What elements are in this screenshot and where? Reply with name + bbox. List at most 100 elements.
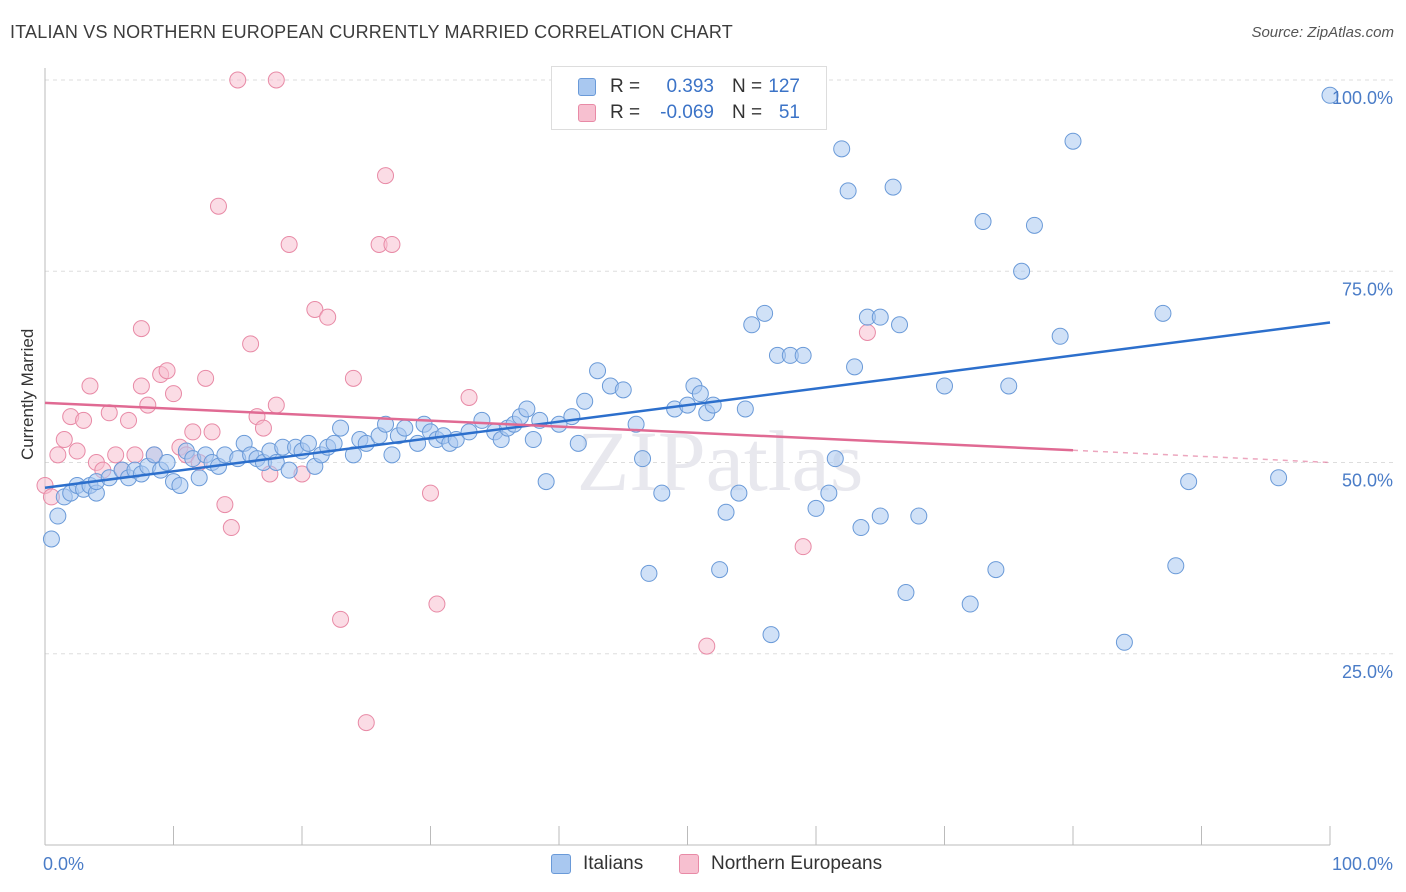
r-label: R = xyxy=(610,76,641,97)
legend-row-italians: R = 0.393 N = 127 xyxy=(552,75,826,101)
italians-point xyxy=(1167,557,1185,575)
northern-europeans-point xyxy=(55,431,73,449)
italians-point xyxy=(563,408,581,426)
italians-point xyxy=(1013,262,1031,280)
italians-point xyxy=(640,564,658,582)
northern-europeans-point xyxy=(209,197,227,215)
northern-europeans-point xyxy=(120,411,138,429)
italians-point xyxy=(839,182,857,200)
northern-europeans-point xyxy=(107,446,125,464)
italians-swatch xyxy=(578,78,596,96)
northern-label: Northern Europeans xyxy=(711,853,883,874)
italians-point xyxy=(383,446,401,464)
italians-point xyxy=(42,530,60,548)
n-label: N = xyxy=(732,76,763,97)
italians-point xyxy=(762,626,780,644)
italians-point xyxy=(377,415,395,433)
italians-point xyxy=(1154,304,1172,322)
italians-point xyxy=(145,446,163,464)
x-tick-label: 0.0% xyxy=(43,854,84,874)
italians-point xyxy=(190,469,208,487)
correlation-legend: R = 0.393 N = 127 R = -0.069 N = 51 xyxy=(551,66,827,130)
northern-europeans-point xyxy=(75,411,93,429)
italians-point xyxy=(743,316,761,334)
italians-point xyxy=(576,392,594,410)
northern-europeans-point xyxy=(132,377,150,395)
northern-swatch xyxy=(578,104,596,122)
italians-point xyxy=(910,507,928,525)
northern-europeans-point xyxy=(357,714,375,732)
italians-point xyxy=(396,419,414,437)
italians-point xyxy=(730,484,748,502)
northern-europeans-point xyxy=(383,235,401,253)
italians-point xyxy=(936,377,953,395)
northern-europeans-point xyxy=(698,637,716,655)
tick-labels: 25.0% 50.0% 75.0% 100.0% 0.0% 100.0% xyxy=(43,88,1393,874)
italians-point xyxy=(299,434,317,452)
n-value: 127 xyxy=(768,76,800,97)
italians-point xyxy=(332,419,350,437)
y-tick-label: 75.0% xyxy=(1342,279,1393,299)
n-value: 51 xyxy=(778,102,800,123)
italians-point xyxy=(627,415,645,433)
italians-point xyxy=(49,507,67,525)
italians-point xyxy=(1180,473,1198,491)
r-value: -0.069 xyxy=(660,102,714,123)
italians-point xyxy=(518,400,536,418)
y-tick-label: 100.0% xyxy=(1332,88,1393,108)
northern-europeans-point xyxy=(280,235,298,253)
italians-point xyxy=(736,400,754,418)
italians-point xyxy=(961,595,979,613)
italians-point xyxy=(846,358,864,376)
italians-point xyxy=(871,507,889,525)
northern-europeans-point xyxy=(229,71,247,89)
axes xyxy=(44,68,1331,846)
italians-point xyxy=(852,519,870,537)
northern-europeans-point xyxy=(49,446,67,464)
source-label: Source: ZipAtlas.com xyxy=(1251,24,1394,41)
northern-swatch xyxy=(679,854,699,874)
northern-europeans-point xyxy=(267,396,285,414)
northern-europeans-point xyxy=(197,369,215,387)
northern-europeans-point xyxy=(165,385,182,403)
northern-europeans-point xyxy=(858,323,876,341)
northern-europeans-point xyxy=(794,538,812,556)
italians-point xyxy=(614,381,632,399)
italians-point xyxy=(524,431,542,449)
italians-point xyxy=(1321,86,1339,104)
chart-title: ITALIAN VS NORTHERN EUROPEAN CURRENTLY M… xyxy=(10,22,733,42)
northern-europeans-point xyxy=(203,423,221,441)
italians-point xyxy=(691,385,709,403)
northern-europeans-point xyxy=(267,71,285,89)
northern-europeans-point xyxy=(81,377,99,395)
legend-row-northern: R = -0.069 N = 51 xyxy=(552,101,826,127)
northern-europeans-point xyxy=(222,519,240,537)
northern-europeans-point xyxy=(68,442,86,460)
italians-point xyxy=(158,454,176,471)
northern-europeans-point xyxy=(344,369,362,387)
northern-europeans-points xyxy=(36,71,876,732)
italians-point xyxy=(1051,327,1069,345)
northern-europeans-point xyxy=(216,496,234,514)
italians-point xyxy=(569,434,587,452)
italians-label: Italians xyxy=(583,853,644,874)
italians-point xyxy=(756,304,774,322)
northern-europeans-point xyxy=(254,419,272,437)
n-label: N = xyxy=(732,102,763,123)
italians-point xyxy=(473,411,491,429)
series-legend: Italians Northern Europeans xyxy=(0,852,1406,878)
northern-europeans-point xyxy=(306,301,324,318)
x-tick-label: 100.0% xyxy=(1332,854,1393,874)
northern-europeans-point xyxy=(332,610,350,628)
italians-point xyxy=(717,503,735,521)
northern-europeans-point xyxy=(460,388,478,406)
italians-point xyxy=(704,396,722,414)
italians-point xyxy=(1000,377,1018,395)
trend-lines xyxy=(44,321,1331,489)
italians-point xyxy=(171,476,189,494)
northern-europeans-point xyxy=(422,484,439,502)
y-tick-label: 25.0% xyxy=(1342,662,1393,682)
northern-europeans-point xyxy=(319,308,337,326)
italians-point xyxy=(1025,216,1043,234)
italians-swatch xyxy=(551,854,571,874)
